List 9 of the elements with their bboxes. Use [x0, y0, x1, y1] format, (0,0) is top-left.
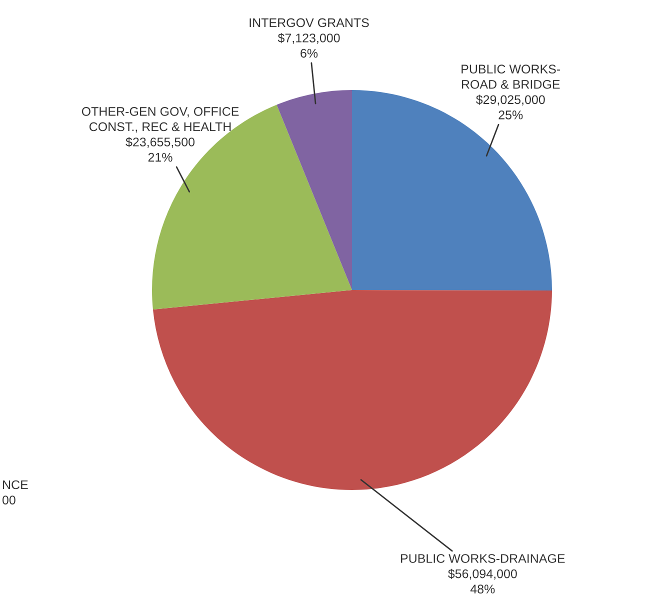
slice-label: PUBLIC WORKS-DRAINAGE: [401, 554, 565, 563]
data-label: $56,094,000 48%: [448, 568, 517, 594]
data-label: $7,123,000 6%: [278, 33, 340, 58]
text: NCE 00: [2, 480, 28, 504]
slice-label: PUBLIC WORKS- ROAD & BRIDGE: [462, 64, 560, 89]
slice-label: OTHER-GEN GOV, OFFICE CONST., REC & HEALTH: [82, 107, 239, 133]
slice-label: INTERGOV GRANTS: [250, 18, 369, 28]
data-label: $23,655,500 21%: [126, 137, 195, 162]
data-label: $29,025,000 25%: [476, 94, 545, 120]
